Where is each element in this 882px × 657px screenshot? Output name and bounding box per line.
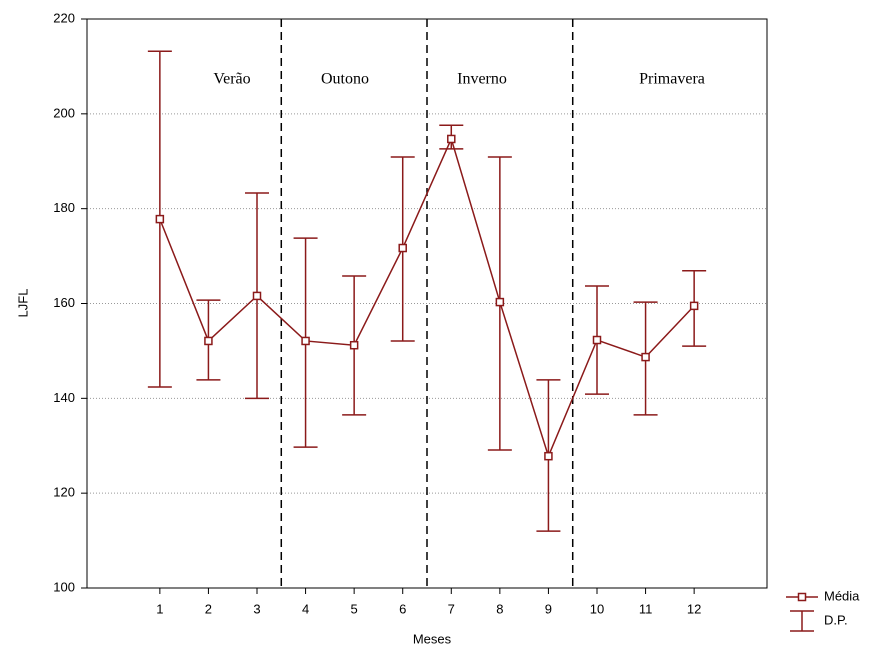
x-tick-label: 5	[351, 601, 358, 616]
x-tick-label: 4	[302, 601, 309, 616]
point	[301, 336, 310, 346]
y-tick-label: 160	[53, 295, 75, 310]
y-tick-label: 120	[53, 485, 75, 500]
season-label: Primavera	[639, 71, 705, 88]
x-tick-label: 11	[639, 601, 653, 616]
season-label: Verão	[213, 71, 250, 88]
y-tick-label: 200	[53, 105, 75, 120]
point	[349, 340, 359, 350]
legend-label: Média	[824, 588, 860, 603]
legend-errorbar	[790, 610, 814, 632]
x-tick-label: 8	[496, 601, 503, 616]
season-label: Inverno	[457, 71, 507, 88]
x-tick-label: 6	[399, 601, 406, 616]
y-tick-label: 140	[53, 390, 75, 405]
legend-marker	[797, 592, 807, 602]
x-tick-label: 2	[205, 601, 212, 616]
y-tick-label: 100	[53, 579, 75, 594]
point	[252, 291, 262, 301]
point	[447, 134, 456, 144]
y-tick-label: 220	[53, 10, 75, 25]
x-tick-label: 10	[590, 601, 604, 616]
season-label: Outono	[321, 71, 369, 88]
x-axis-label: Meses	[413, 631, 452, 646]
x-tick-label: 3	[253, 601, 260, 616]
x-tick-label: 12	[687, 601, 701, 616]
point	[689, 301, 699, 311]
point	[641, 352, 650, 362]
x-tick-label: 7	[448, 601, 455, 616]
x-tick-label: 9	[545, 601, 552, 616]
legend-label: D.P.	[824, 612, 848, 627]
x-tick-label: 1	[156, 601, 163, 616]
series-line	[159, 136, 695, 459]
y-tick-label: 180	[53, 200, 75, 215]
point	[398, 243, 407, 253]
point	[544, 451, 553, 461]
point	[495, 297, 505, 307]
y-axis-label: LJFL	[15, 289, 30, 318]
point	[204, 336, 213, 346]
point	[155, 214, 165, 224]
point	[592, 335, 602, 345]
